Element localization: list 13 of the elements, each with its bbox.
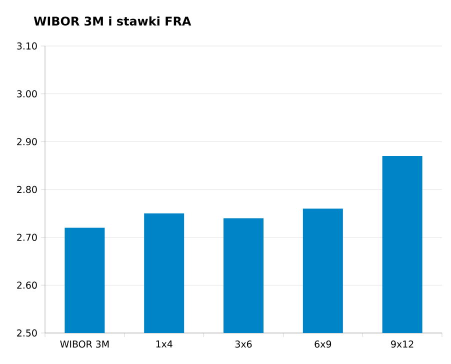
y-tick-label: 2.70: [17, 234, 37, 241]
chart-title: WIBOR 3M i stawki FRA: [34, 16, 192, 26]
x-tick-label: 1x4: [156, 340, 172, 348]
y-tick-label: 2.60: [17, 282, 37, 289]
x-tick-label: 6x9: [314, 340, 332, 348]
y-tick-label: 3.10: [17, 42, 37, 50]
y-tick-label: 3.00: [17, 90, 37, 98]
x-tick-label: 3x6: [235, 340, 252, 348]
y-tick-label: 2.80: [17, 186, 37, 194]
x-tick-label: WIBOR 3M: [60, 340, 109, 348]
y-tick-label: 2.50: [17, 329, 37, 337]
y-tick-label: 2.90: [17, 138, 37, 146]
x-tick-label: 9x12: [391, 340, 414, 348]
